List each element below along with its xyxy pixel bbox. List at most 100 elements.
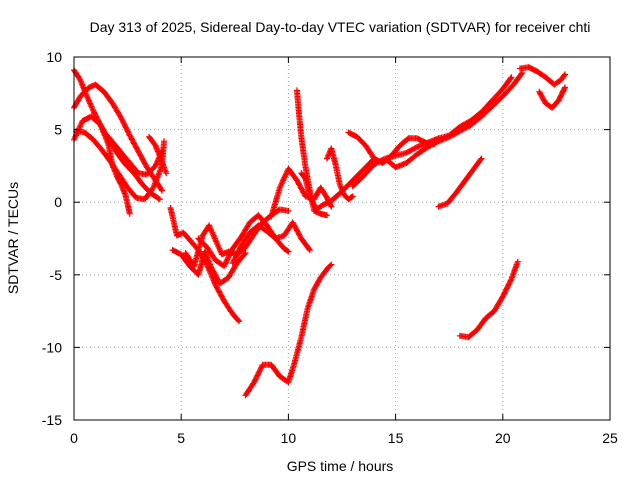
- series-arc-20: [517, 64, 568, 88]
- data-point-markers: [291, 335, 304, 365]
- data-point-markers: [306, 193, 319, 212]
- data-point-markers: [101, 88, 115, 106]
- data-point-markers: [510, 70, 526, 88]
- data-point-markers: [489, 94, 505, 110]
- data-point-markers: [124, 184, 139, 200]
- data-point-markers: [201, 248, 214, 270]
- data-point-markers: [77, 85, 91, 100]
- y-tick-label: 0: [54, 194, 62, 210]
- data-point-markers: [499, 82, 516, 100]
- data-point-markers: [304, 287, 317, 312]
- data-point-markers: [143, 164, 158, 178]
- series-arc-6: [146, 133, 170, 177]
- data-point-markers: [551, 78, 563, 88]
- data-point-markers: [332, 161, 343, 187]
- data-point-markers: [206, 222, 218, 242]
- series-arc-22: [242, 261, 335, 399]
- data-point-markers: [158, 158, 170, 177]
- data-point-markers: [508, 258, 521, 283]
- data-point-markers: [478, 98, 494, 116]
- data-point-markers: [456, 118, 473, 130]
- data-point-markers: [396, 136, 411, 149]
- data-point-markers: [203, 244, 218, 262]
- data-point-markers: [324, 261, 335, 272]
- series-arc-18: [384, 70, 526, 171]
- data-point-markers: [83, 93, 96, 113]
- data-point-markers: [536, 88, 548, 106]
- series-arc-17: [349, 74, 515, 190]
- y-tick-label: 5: [54, 122, 62, 138]
- x-axis-label: GPS time / hours: [287, 458, 394, 474]
- data-point-markers: [557, 71, 568, 84]
- data-point-markers: [122, 161, 136, 176]
- data-point-markers: [98, 146, 113, 164]
- data-point-markers: [255, 212, 269, 228]
- data-point-markers: [345, 174, 359, 188]
- data-point-markers: [499, 277, 514, 300]
- data-point-markers: [349, 174, 366, 190]
- data-point-markers: [362, 142, 377, 161]
- data-point-markers: [345, 129, 359, 140]
- data-point-markers: [285, 165, 300, 183]
- data-point-markers: [221, 297, 235, 316]
- data-point-markers: [298, 306, 311, 341]
- data-point-markers: [317, 267, 330, 281]
- data-point-markers: [131, 170, 145, 187]
- data-point-markers: [534, 68, 548, 80]
- data-point-markers: [229, 244, 244, 267]
- data-point-markers: [446, 128, 462, 140]
- data-point-markers: [452, 180, 467, 197]
- data-point-markers: [281, 220, 295, 239]
- data-point-markers: [212, 237, 225, 256]
- series-arc-4: [73, 128, 167, 203]
- data-point-markers: [549, 98, 561, 111]
- data-point-markers: [233, 250, 249, 267]
- data-point-markers: [105, 133, 121, 152]
- plot-frame: [73, 56, 611, 421]
- data-point-markers: [152, 142, 165, 164]
- grid-layer: [74, 57, 610, 420]
- series-arc-8: [169, 247, 249, 287]
- x-tick-label: 20: [495, 430, 511, 446]
- data-point-markers: [150, 164, 165, 191]
- data-point-markers: [298, 170, 308, 181]
- data-point-markers: [345, 193, 356, 203]
- chart-title: Day 313 of 2025, Sidereal Day-to-day VTE…: [90, 19, 591, 35]
- data-point-markers: [135, 148, 150, 169]
- series-arc-11: [229, 219, 313, 267]
- data-point-markers: [221, 247, 235, 270]
- data-point-markers: [141, 185, 156, 203]
- data-point-markers: [371, 156, 387, 168]
- data-point-markers: [238, 231, 252, 249]
- data-point-markers: [478, 104, 494, 120]
- data-point-markers: [212, 282, 227, 303]
- data-point-markers: [499, 74, 515, 92]
- data-point-markers: [268, 186, 283, 220]
- data-point-markers: [118, 181, 128, 197]
- data-point-markers: [113, 149, 128, 167]
- series-arc-21: [536, 84, 568, 111]
- x-tick-label: 25: [602, 430, 618, 446]
- data-point-markers: [474, 316, 488, 333]
- data-point-markers: [255, 222, 269, 234]
- data-point-markers: [276, 206, 292, 214]
- y-tick-label: -5: [50, 267, 63, 283]
- data-point-markers: [146, 133, 158, 148]
- data-point-markers: [92, 81, 106, 94]
- data-point-markers: [251, 363, 265, 386]
- data-point-markers: [109, 100, 124, 120]
- data-point-markers: [317, 210, 330, 219]
- y-tick-label: -10: [42, 339, 62, 355]
- x-tick-label: 10: [281, 430, 297, 446]
- data-point-markers: [360, 162, 377, 180]
- data-points-layer: [71, 64, 568, 399]
- y-tick-label: -15: [42, 412, 62, 428]
- data-point-markers: [298, 133, 309, 169]
- data-point-markers: [107, 158, 122, 177]
- x-tick-label: 15: [388, 430, 404, 446]
- data-point-markers: [424, 138, 441, 150]
- data-point-markers: [298, 235, 313, 254]
- series-arc-10: [195, 212, 292, 270]
- series-arc-3: [71, 113, 163, 203]
